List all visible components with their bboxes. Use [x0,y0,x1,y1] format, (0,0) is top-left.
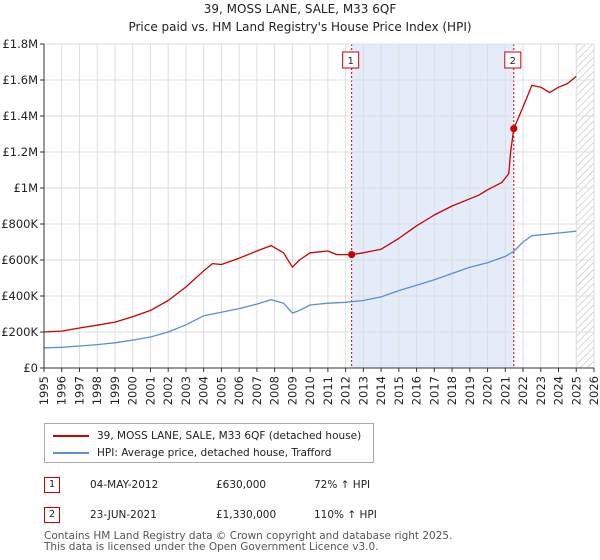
x-tick-label: 2024 [552,376,566,405]
x-tick-label: 2016 [410,376,424,405]
price-chart: 39, MOSS LANE, SALE, M33 6QF Price paid … [1,2,600,405]
x-tick-label: 1998 [90,376,104,405]
x-tick-label: 2022 [516,376,530,405]
y-tick-label: £1.8M [2,37,38,51]
y-tick-label: £1.4M [2,109,38,123]
x-tick-label: 2003 [179,376,193,405]
legend-swatch-property [53,435,89,437]
marker-2-label: 2 [510,56,516,67]
event-date: 04-MAY-2012 [90,479,159,491]
x-tick-label: 2020 [481,376,495,405]
event-marker-badge: 1 [44,477,60,493]
x-tick-label: 2002 [161,376,175,405]
legend-label-property: 39, MOSS LANE, SALE, M33 6QF (detached h… [97,430,362,442]
event-price: £630,000 [216,479,267,491]
x-tick-label: 2000 [126,376,140,405]
x-tick-label: 2019 [463,376,477,405]
x-tick-label: 1999 [108,376,122,405]
chart-title: 39, MOSS LANE, SALE, M33 6QF [204,2,397,16]
x-tick-label: 2006 [232,376,246,405]
legend-item-hpi: HPI: Average price, detached house, Traf… [53,445,331,461]
marker-2-box [504,51,522,69]
legend: 39, MOSS LANE, SALE, M33 6QF (detached h… [44,423,374,463]
y-tick-label: £1M [13,181,38,195]
x-tick-label: 2009 [285,376,299,405]
sale-point-1 [348,251,356,259]
legend-label-hpi: HPI: Average price, detached house, Traf… [97,447,332,459]
x-tick-label: 2007 [250,376,264,405]
x-tick-label: 2010 [303,376,317,405]
y-tick-label: £600K [1,253,38,267]
y-tick-label: £800K [1,217,38,231]
x-tick-label: 2015 [392,376,406,405]
x-tick-label: 2013 [356,376,370,405]
event-date: 23-JUN-2021 [90,509,157,521]
x-tick-label: 2008 [268,376,282,405]
event-marker-badge: 2 [44,507,60,523]
x-tick-label: 1995 [37,376,51,405]
y-tick-label: £1.2M [2,145,38,159]
attribution-line-1: Contains HM Land Registry data © Crown c… [44,530,453,542]
x-tick-label: 2021 [498,376,512,405]
sale-event-row: 2 23-JUN-2021 £1,330,000 110% ↑ HPI [44,507,564,525]
property-price-line [44,75,577,333]
marker-1-label: 1 [347,56,353,67]
sale-point-2 [510,125,518,133]
x-tick-label: 2014 [374,376,388,405]
event-hpi-change: 110% ↑ HPI [314,509,377,521]
y-tick-label: £400K [1,289,38,303]
x-tick-label: 2026 [587,376,600,405]
x-tick-label: 1996 [55,376,69,405]
x-tick-label: 2023 [534,376,548,405]
x-tick-label: 1997 [72,376,86,405]
sale-event-row: 1 04-MAY-2012 £630,000 72% ↑ HPI [44,477,564,495]
x-tick-label: 2011 [321,376,335,405]
x-tick-label: 2012 [339,376,353,405]
event-price: £1,330,000 [216,509,277,521]
hpi-line [44,230,577,349]
marker-1-box [342,51,360,69]
x-tick-label: 2025 [569,376,583,405]
y-tick-label: £200K [1,325,38,339]
attribution-line-2: This data is licensed under the Open Gov… [44,541,379,553]
forecast-hatched-region [576,44,594,368]
x-tick-label: 2005 [214,376,228,405]
event-hpi-change: 72% ↑ HPI [314,479,371,491]
chart-subtitle: Price paid vs. HM Land Registry's House … [128,20,471,34]
ownership-shaded-range [351,44,514,368]
x-tick-label: 2001 [143,376,157,405]
legend-item-property: 39, MOSS LANE, SALE, M33 6QF (detached h… [53,428,361,444]
attribution-footer: Contains HM Land Registry data © Crown c… [44,531,452,553]
y-tick-label: £1.6M [2,73,38,87]
x-tick-label: 2004 [197,376,211,405]
x-tick-label: 2017 [427,376,441,405]
x-tick-label: 2018 [445,376,459,405]
y-tick-label: £0 [23,361,38,375]
legend-swatch-hpi [53,452,89,454]
